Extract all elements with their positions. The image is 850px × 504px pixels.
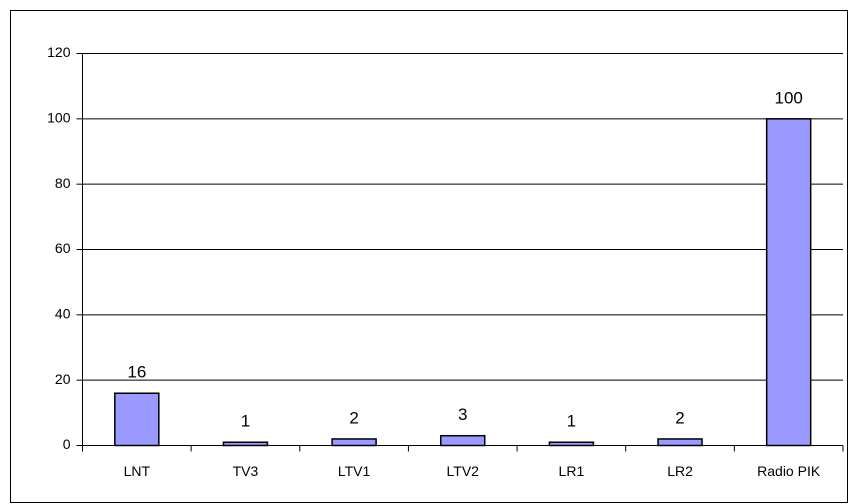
- x-tick-label: LR2: [667, 463, 693, 479]
- data-label: 2: [349, 408, 358, 427]
- bar: [657, 438, 703, 447]
- y-tick-label: 20: [55, 371, 71, 387]
- x-tick-label: LTV1: [338, 463, 371, 479]
- y-tick-label: 100: [47, 110, 71, 126]
- x-tick-label: Radio PIK: [757, 463, 821, 479]
- y-tick-label: 0: [63, 436, 71, 452]
- bar: [222, 441, 269, 447]
- x-tick-label: LR1: [559, 463, 585, 479]
- y-tick-label: 120: [47, 44, 71, 60]
- bar: [114, 392, 160, 447]
- data-label: 3: [458, 405, 467, 424]
- bar: [440, 434, 486, 447]
- data-label: 2: [675, 408, 684, 427]
- bar: [765, 118, 812, 447]
- data-label: 100: [774, 88, 802, 107]
- data-label: 1: [567, 412, 576, 431]
- x-tick-label: LTV2: [447, 463, 480, 479]
- y-tick-label: 60: [55, 240, 71, 256]
- y-tick-label: 80: [55, 175, 71, 191]
- x-tick-label: LNT: [124, 463, 151, 479]
- data-label: 1: [241, 412, 250, 431]
- y-tick-label: 40: [55, 306, 71, 322]
- bar: [331, 438, 377, 447]
- data-label: 16: [127, 363, 146, 382]
- x-tick-label: TV3: [233, 463, 259, 479]
- bar: [548, 441, 595, 447]
